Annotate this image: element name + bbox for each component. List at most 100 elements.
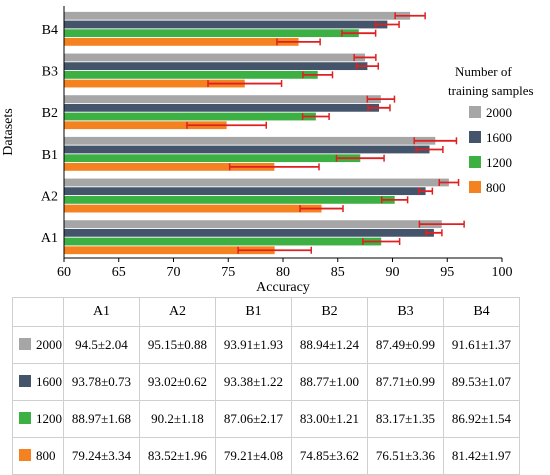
table-corner <box>12 297 64 327</box>
bar-chart: 60 65 70 75 80 85 90 95 100 A1 A2 B1 B2 B3 B4 Accurac… <box>1 6 534 295</box>
col-header: A1 <box>63 297 140 327</box>
table-cell: 76.51±3.36 <box>367 437 444 475</box>
y-category-label: B2 <box>42 106 58 121</box>
x-tick-labels: 60 65 70 75 80 85 90 95 100 <box>57 258 513 280</box>
table-cell: 83.52±1.96 <box>139 437 216 475</box>
table-cell: 81.42±1.97 <box>443 437 520 475</box>
table-cell: 88.97±1.68 <box>63 400 140 438</box>
x-tick-label: 95 <box>440 265 454 280</box>
bar-B4-2000 <box>64 11 411 20</box>
legend: Number of training samples 2000 1600 1200 8… <box>448 64 534 195</box>
bar-A1-1600 <box>64 228 434 237</box>
table-cell: 93.02±0.62 <box>139 363 216 401</box>
row-swatch <box>19 375 31 387</box>
table-cell: 86.92±1.54 <box>443 400 520 438</box>
table-cell: 90.2±1.18 <box>139 400 216 438</box>
row-label: 1600 <box>36 374 62 389</box>
row-header: 2000 <box>12 326 64 364</box>
x-tick-label: 85 <box>331 265 345 280</box>
legend-items: 2000 1600 1200 800 <box>469 105 512 195</box>
row-swatch <box>19 338 31 350</box>
table-cell: 87.71±0.99 <box>367 363 444 401</box>
x-tick-label: 60 <box>57 265 71 280</box>
y-category-label: B4 <box>42 23 58 38</box>
table-cell: 87.49±0.99 <box>367 326 444 364</box>
row-header: 1200 <box>12 400 64 438</box>
legend-title-line-1: Number of <box>455 64 512 79</box>
y-category-label: B1 <box>42 148 58 163</box>
table-cell: 88.94±1.24 <box>291 326 368 364</box>
bar-A2-1600 <box>64 187 426 196</box>
table-cell: 94.5±2.04 <box>63 326 140 364</box>
row-label: 2000 <box>36 337 62 352</box>
x-tick-label: 100 <box>492 265 513 280</box>
table-cell: 93.38±1.22 <box>215 363 292 401</box>
col-header: A2 <box>139 297 216 327</box>
bar-A2-1200 <box>64 195 395 204</box>
table-cell: 95.15±0.88 <box>139 326 216 364</box>
legend-label-1600: 1600 <box>486 130 512 145</box>
table-cell: 87.06±2.17 <box>215 400 292 438</box>
row-swatch <box>19 449 31 461</box>
bar-A2-800 <box>64 204 322 213</box>
bar-B1-1200 <box>64 154 361 163</box>
row-swatch <box>19 412 31 424</box>
table-row: 800 79.24±3.34 83.52±1.96 79.21±4.08 74.85±3… <box>12 437 520 475</box>
bar-A1-2000 <box>64 220 442 229</box>
legend-label-800: 800 <box>486 180 506 195</box>
table-cell: 74.85±3.62 <box>291 437 368 475</box>
legend-swatch-1600 <box>469 131 481 143</box>
x-tick-label: 70 <box>167 265 181 280</box>
bar-B1-800 <box>64 162 275 171</box>
table-header-row: A1 A2 B1 B2 B3 B4 <box>12 297 520 327</box>
x-tick-label: 90 <box>386 265 400 280</box>
bar-B3-1200 <box>64 70 318 79</box>
y-category-label: A2 <box>41 190 58 205</box>
bar-B2-800 <box>64 121 227 130</box>
table-cell: 93.91±1.93 <box>215 326 292 364</box>
x-tick-label: 75 <box>221 265 235 280</box>
table-cell: 79.24±3.34 <box>63 437 140 475</box>
legend-label-2000: 2000 <box>486 105 512 120</box>
table-cell: 93.78±0.73 <box>63 363 140 401</box>
table-cell: 88.77±1.00 <box>291 363 368 401</box>
bar-A1-800 <box>64 246 275 255</box>
row-label: 800 <box>36 448 56 463</box>
legend-swatch-1200 <box>469 156 481 168</box>
x-axis-label: Accuracy <box>256 280 310 295</box>
row-label: 1200 <box>36 411 62 426</box>
legend-label-1200: 1200 <box>486 155 512 170</box>
bar-B2-1200 <box>64 112 316 121</box>
col-header: B3 <box>367 297 444 327</box>
table-cell: 79.21±4.08 <box>215 437 292 475</box>
row-header: 1600 <box>12 363 64 401</box>
bar-B4-1200 <box>64 29 359 38</box>
y-axis-label: Datasets <box>1 108 16 155</box>
bar-B2-2000 <box>64 95 381 104</box>
bar-B3-1600 <box>64 62 368 71</box>
table-cell: 83.00±1.21 <box>291 400 368 438</box>
legend-swatch-2000 <box>469 106 481 118</box>
bar-A2-2000 <box>64 178 449 187</box>
bar-B3-800 <box>64 79 245 88</box>
table-row: 1200 88.97±1.68 90.2±1.18 87.06±2.17 83.00±1… <box>12 400 520 438</box>
bars-layer <box>64 11 449 255</box>
table-row: 1600 93.78±0.73 93.02±0.62 93.38±1.22 88.77±… <box>12 363 520 401</box>
x-tick-label: 80 <box>276 265 290 280</box>
table-cell: 83.17±1.35 <box>367 400 444 438</box>
bar-A1-1200 <box>64 237 382 246</box>
y-category-labels: A1 A2 B1 B2 B3 B4 <box>41 23 58 246</box>
bar-B1-2000 <box>64 136 436 145</box>
bar-B4-800 <box>64 37 299 46</box>
bar-B4-1600 <box>64 20 388 29</box>
y-category-label: B3 <box>42 65 58 80</box>
error-bars-layer <box>186 12 465 254</box>
legend-swatch-800 <box>469 181 481 193</box>
bar-B2-1600 <box>64 103 380 112</box>
bar-B3-2000 <box>64 53 366 62</box>
table-row: 2000 94.5±2.04 95.15±0.88 93.91±1.93 88.94±1… <box>12 326 520 364</box>
col-header: B1 <box>215 297 292 327</box>
bar-B1-1600 <box>64 145 430 154</box>
row-header: 800 <box>12 437 64 475</box>
table-cell: 91.61±1.37 <box>443 326 520 364</box>
